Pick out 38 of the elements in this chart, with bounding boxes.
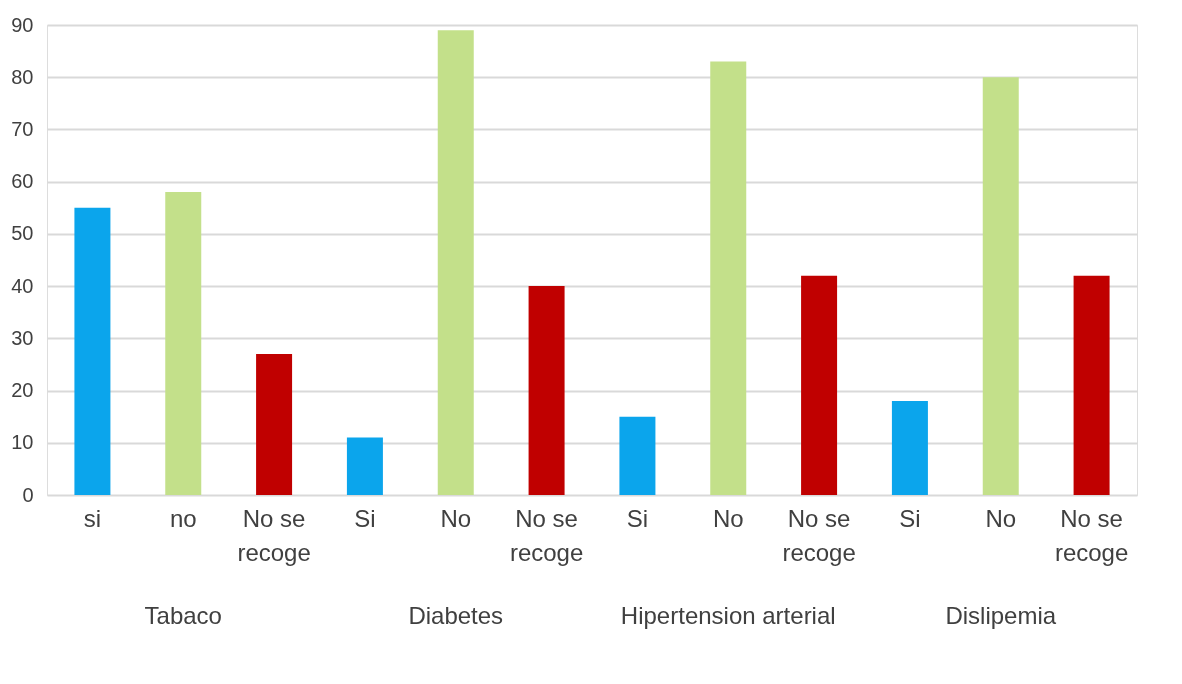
bar	[619, 416, 656, 495]
y-tick-label: 40	[11, 274, 34, 297]
x-tick-label: no	[169, 504, 197, 532]
x-tick-label: No se recoge	[782, 504, 856, 566]
x-tick-label: No	[440, 504, 472, 532]
y-tick-label: 60	[11, 170, 34, 193]
y-tick-label: 20	[11, 379, 34, 402]
text: Hipertension arterial	[620, 602, 836, 629]
bar	[346, 437, 383, 495]
bar	[982, 77, 1019, 495]
bar	[891, 401, 928, 495]
x-tick-label: No se recoge	[509, 504, 584, 566]
text: Diabetes	[408, 602, 504, 629]
x-tick-label: Si	[899, 504, 921, 532]
y-tick-label: 50	[11, 222, 34, 245]
bar	[165, 192, 202, 495]
y-tick-label: 10	[11, 431, 34, 454]
x-tick-label: No	[712, 504, 744, 532]
bar	[1073, 275, 1110, 495]
y-tick-label: 80	[11, 65, 34, 88]
y-tick-label: 30	[11, 326, 34, 349]
text: Tabaco	[144, 602, 222, 629]
bar	[74, 207, 111, 495]
y-tick-label: 90	[11, 13, 34, 36]
y-tick-label: 0	[22, 483, 34, 506]
x-tick-label: No se recoge	[1054, 504, 1129, 566]
x-tick-label: Si	[626, 504, 649, 532]
bar	[710, 61, 747, 495]
x-tick-label: Si	[354, 504, 376, 532]
bar	[256, 354, 293, 495]
x-tick-label: No se recoge	[237, 504, 311, 566]
bar	[528, 286, 565, 495]
y-tick-label: 70	[11, 117, 34, 140]
x-tick-label: No	[985, 504, 1017, 532]
text: Dislipemia	[945, 602, 1057, 629]
bar	[437, 30, 474, 495]
bar	[801, 275, 838, 495]
x-tick-label: si	[83, 504, 102, 532]
